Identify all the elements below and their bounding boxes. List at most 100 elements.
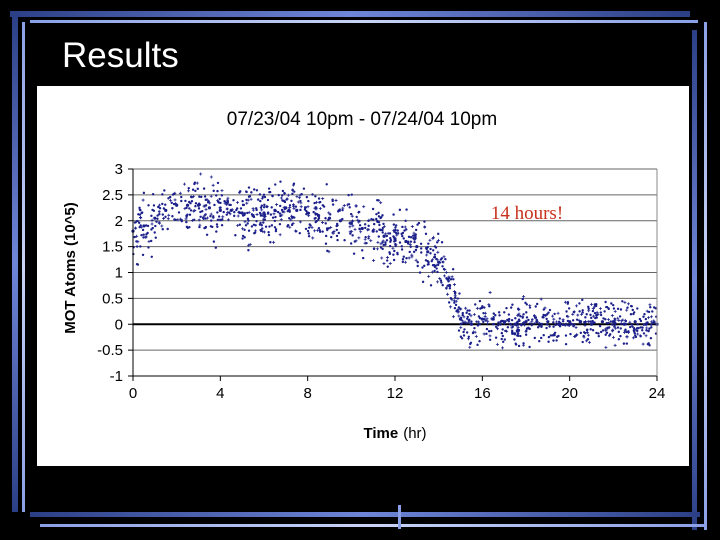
data-point: [401, 225, 404, 229]
data-point: [454, 303, 458, 307]
data-point-cross: [495, 327, 499, 331]
data-point-cross: [610, 314, 614, 318]
data-point: [216, 181, 220, 185]
data-point: [548, 325, 551, 328]
data-point: [141, 228, 145, 232]
data-point: [394, 226, 397, 229]
data-point: [436, 241, 439, 244]
x-axis-label-text: Time: [363, 425, 398, 442]
data-point: [441, 260, 444, 264]
data-point: [337, 231, 341, 235]
data-point: [330, 235, 333, 239]
data-point: [595, 331, 598, 335]
data-point: [338, 208, 341, 211]
data-point-cross: [613, 309, 617, 313]
data-point: [250, 225, 254, 228]
data-point: [649, 306, 652, 309]
data-point-cross: [445, 286, 449, 290]
data-point-cross: [578, 321, 582, 325]
data-point: [379, 246, 383, 249]
data-point-cross: [280, 213, 284, 217]
data-point: [515, 321, 519, 324]
data-point: [327, 218, 330, 221]
data-point: [449, 278, 453, 281]
data-point: [589, 328, 592, 331]
data-point: [385, 234, 389, 238]
data-point-cross: [447, 275, 451, 279]
data-point: [414, 228, 418, 232]
data-point-cross: [577, 318, 581, 322]
data-point-cross: [574, 326, 578, 330]
data-point: [651, 310, 654, 313]
data-point-cross: [483, 315, 487, 319]
data-point-cross: [199, 172, 203, 176]
data-point: [274, 183, 277, 186]
data-point: [376, 220, 379, 224]
data-point: [372, 222, 376, 226]
data-point-cross: [195, 181, 199, 185]
data-point: [427, 260, 430, 264]
data-point-cross: [428, 238, 432, 242]
data-point-cross: [286, 193, 290, 197]
data-point-cross: [383, 232, 387, 236]
data-point: [287, 208, 291, 211]
data-point: [453, 292, 457, 295]
data-point-cross: [510, 326, 514, 330]
data-point: [271, 194, 274, 197]
data-point: [569, 332, 572, 336]
data-point: [274, 209, 278, 213]
data-point: [599, 313, 603, 317]
data-point-cross: [211, 183, 215, 187]
data-point: [144, 224, 148, 227]
data-point-cross: [136, 240, 140, 244]
data-point-cross: [454, 299, 458, 303]
data-point-cross: [474, 334, 478, 338]
data-point-cross: [157, 203, 161, 207]
data-point: [431, 264, 435, 267]
data-point-cross: [452, 299, 456, 303]
data-point: [394, 231, 398, 235]
data-point-cross: [332, 231, 336, 235]
data-point: [145, 233, 148, 236]
data-point: [341, 208, 344, 212]
data-point-cross: [425, 253, 429, 257]
data-point: [239, 207, 243, 210]
data-point: [220, 194, 224, 197]
data-point: [469, 322, 474, 326]
data-point-cross: [575, 333, 579, 337]
data-point: [565, 310, 568, 313]
x-axis-label: Time (hr): [363, 425, 426, 442]
data-point: [624, 320, 627, 323]
data-point: [487, 330, 491, 333]
data-point: [215, 223, 219, 226]
data-point: [381, 241, 384, 244]
data-point-cross: [342, 203, 346, 207]
data-point: [610, 302, 613, 305]
data-point: [461, 313, 464, 317]
y-tick-label: 2.5: [102, 187, 123, 204]
data-point-cross: [436, 250, 440, 254]
data-point: [376, 198, 379, 202]
data-point-cross: [516, 330, 520, 334]
data-point: [283, 191, 286, 195]
data-point: [218, 197, 221, 201]
data-point: [295, 209, 299, 212]
data-point-cross: [566, 315, 570, 319]
data-point-cross: [464, 306, 468, 310]
data-point: [616, 326, 620, 329]
data-point: [317, 197, 321, 200]
data-point-cross: [260, 208, 264, 212]
data-point-cross: [230, 208, 234, 212]
data-point: [478, 299, 482, 303]
data-point-cross: [246, 198, 250, 202]
data-point: [267, 187, 271, 190]
data-point: [217, 201, 221, 204]
data-point: [241, 199, 244, 203]
data-point-cross: [610, 329, 614, 333]
data-point: [492, 316, 495, 319]
data-point: [465, 311, 468, 315]
data-point: [599, 311, 602, 314]
data-point: [581, 298, 584, 302]
data-point-cross: [187, 189, 191, 193]
data-point: [201, 209, 204, 213]
